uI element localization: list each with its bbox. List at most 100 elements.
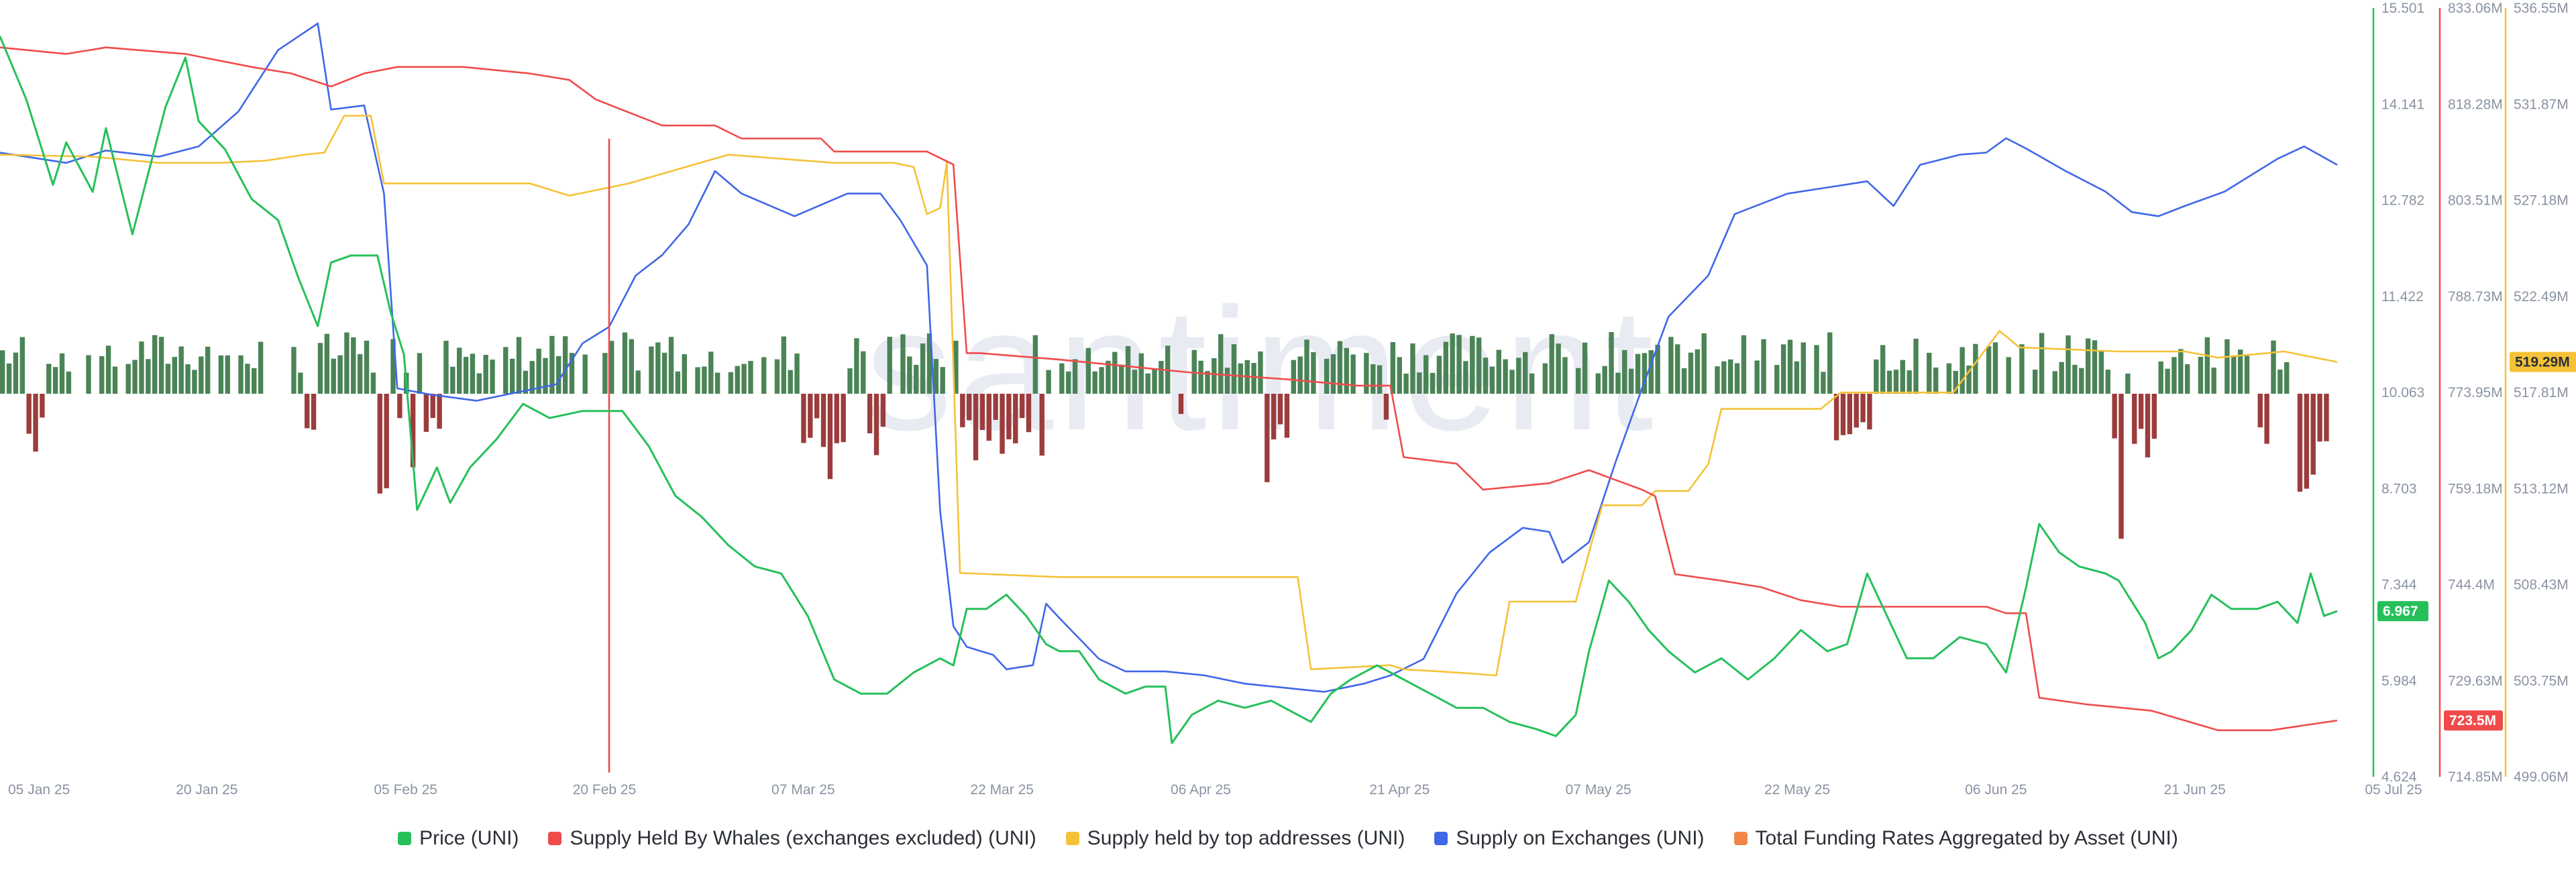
funding-bar-positive bbox=[1085, 347, 1091, 394]
funding-bar-positive bbox=[1099, 367, 1104, 394]
funding-bar-positive bbox=[1072, 359, 1078, 394]
funding-bar-positive bbox=[364, 340, 370, 394]
funding-bar-positive bbox=[66, 371, 72, 394]
funding-bar-positive bbox=[105, 345, 111, 394]
legend-label: Supply held by top addresses (UNI) bbox=[1087, 827, 1405, 849]
funding-bar-positive bbox=[1529, 373, 1535, 394]
funding-bar-positive bbox=[523, 370, 529, 394]
funding-bar-positive bbox=[1132, 370, 1138, 394]
funding-bar-positive bbox=[1496, 349, 1501, 394]
funding-bar-positive bbox=[2178, 349, 2184, 394]
funding-bar-positive bbox=[1734, 363, 1740, 394]
funding-bar-negative bbox=[1854, 394, 1859, 428]
funding-bar-positive bbox=[252, 368, 257, 394]
funding-bar-positive bbox=[1542, 363, 1548, 394]
funding-bar-negative bbox=[1006, 394, 1012, 439]
legend: Price (UNI) Supply Held By Whales (excha… bbox=[0, 824, 2576, 853]
funding-bar-positive bbox=[1973, 343, 1978, 394]
funding-bar-positive bbox=[1417, 372, 1422, 394]
x-tick-label: 21 Jun 25 bbox=[2164, 782, 2226, 798]
funding-bar-positive bbox=[668, 337, 674, 394]
funding-bar-negative bbox=[2257, 394, 2263, 428]
funding-bar-positive bbox=[714, 372, 720, 394]
funding-bar-positive bbox=[1403, 373, 1409, 394]
funding-bar-positive bbox=[556, 356, 561, 394]
funding-bar-positive bbox=[1377, 365, 1383, 394]
funding-bar-positive bbox=[86, 355, 91, 394]
funding-bar-positive bbox=[185, 364, 191, 394]
funding-bar-negative bbox=[423, 394, 429, 432]
legend-item-exchanges[interactable]: Supply on Exchanges (UNI) bbox=[1434, 827, 1705, 850]
legend-item-price[interactable]: Price (UNI) bbox=[398, 827, 519, 850]
funding-bar-positive bbox=[1397, 357, 1402, 394]
funding-bar-positive bbox=[920, 343, 926, 394]
funding-bar-positive bbox=[1615, 372, 1621, 394]
funding-bar-positive bbox=[741, 364, 747, 394]
funding-bar-positive bbox=[2165, 368, 2170, 394]
funding-bar-positive bbox=[2271, 340, 2276, 394]
funding-bar-negative bbox=[33, 394, 38, 452]
funding-bar-positive bbox=[1927, 352, 1932, 394]
funding-bar-positive bbox=[1688, 352, 1694, 394]
funding-bar-positive bbox=[907, 356, 912, 394]
funding-bar-positive bbox=[1291, 360, 1296, 394]
funding-bar-positive bbox=[1509, 370, 1515, 394]
funding-bar-positive bbox=[165, 364, 171, 394]
funding-swatch-icon bbox=[1733, 832, 1748, 845]
funding-bar-negative bbox=[960, 394, 965, 427]
funding-bar-positive bbox=[708, 351, 714, 394]
price-swatch-icon bbox=[398, 832, 412, 845]
funding-bar-positive bbox=[926, 333, 932, 394]
funding-bar-positive bbox=[291, 347, 297, 394]
funding-bar-positive bbox=[1238, 363, 1244, 394]
funding-bar-negative bbox=[867, 394, 873, 433]
funding-bar-positive bbox=[1675, 344, 1680, 394]
funding-bar-positive bbox=[417, 353, 423, 394]
funding-bar-negative bbox=[40, 394, 45, 418]
funding-bar-positive bbox=[629, 339, 635, 394]
funding-bar-negative bbox=[1265, 394, 1270, 482]
funding-bar-negative bbox=[384, 394, 389, 488]
funding-bar-positive bbox=[59, 353, 65, 394]
funding-bar-positive bbox=[218, 355, 224, 394]
funding-bar-positive bbox=[543, 358, 548, 394]
funding-bar-positive bbox=[1489, 366, 1495, 394]
x-tick-label: 05 Jan 25 bbox=[8, 782, 70, 798]
funding-bar-positive bbox=[1430, 372, 1436, 394]
funding-bar-positive bbox=[2204, 337, 2210, 394]
funding-bar-positive bbox=[1456, 335, 1462, 394]
funding-bar-positive bbox=[1900, 360, 1906, 394]
y-tick-label-top: 522.49M bbox=[2514, 289, 2569, 305]
funding-bar-positive bbox=[1556, 343, 1561, 394]
funding-bar-positive bbox=[1628, 368, 1634, 394]
funding-bar-positive bbox=[1371, 364, 1376, 394]
funding-bar-positive bbox=[2284, 362, 2290, 394]
x-tick-label: 05 Jul 25 bbox=[2365, 782, 2422, 798]
funding-bar-positive bbox=[1483, 358, 1489, 394]
funding-bar-positive bbox=[1761, 339, 1766, 394]
y-tick-label-top: 536.55M bbox=[2514, 1, 2569, 16]
funding-bar-positive bbox=[1562, 357, 1568, 394]
funding-bar-positive bbox=[1575, 368, 1581, 394]
funding-bar-positive bbox=[1258, 351, 1263, 394]
funding-bar-positive bbox=[443, 340, 449, 394]
funding-bar-positive bbox=[1874, 359, 1879, 394]
funding-bar-positive bbox=[1344, 347, 1349, 394]
legend-item-whales[interactable]: Supply Held By Whales (exchanges exclude… bbox=[548, 827, 1036, 850]
x-tick-label: 06 Jun 25 bbox=[1965, 782, 2027, 798]
funding-bar-positive bbox=[1304, 339, 1309, 394]
funding-bar-positive bbox=[199, 356, 204, 394]
funding-bar-positive bbox=[463, 356, 469, 394]
funding-bar-positive bbox=[728, 372, 734, 394]
legend-item-top-addresses[interactable]: Supply held by top addresses (UNI) bbox=[1065, 827, 1405, 850]
funding-bar-positive bbox=[2244, 356, 2250, 394]
funding-bar-negative bbox=[410, 394, 416, 468]
funding-bar-positive bbox=[337, 355, 343, 394]
funding-bar-positive bbox=[1787, 339, 1793, 394]
funding-bar-negative bbox=[880, 394, 886, 427]
x-tick-label: 20 Feb 25 bbox=[573, 782, 637, 798]
funding-bar-positive bbox=[1960, 347, 1965, 394]
funding-bar-negative bbox=[2145, 394, 2151, 457]
legend-item-funding-rates[interactable]: Total Funding Rates Aggregated by Asset … bbox=[1733, 827, 2178, 850]
funding-bar-negative bbox=[808, 394, 813, 438]
